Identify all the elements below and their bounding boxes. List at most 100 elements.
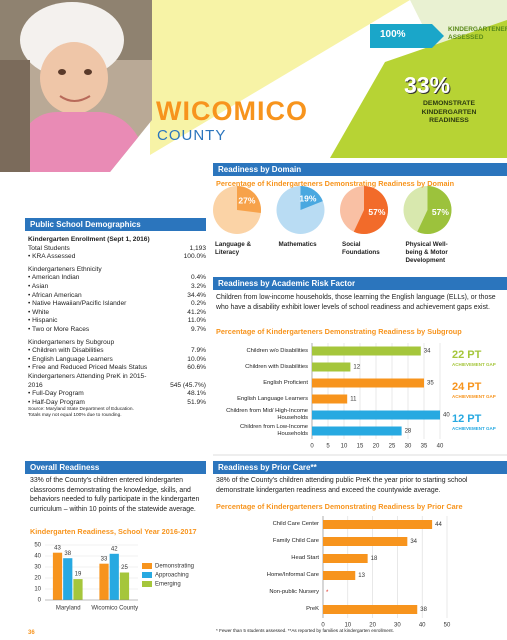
category-label: PreK <box>306 606 319 613</box>
x-tick-label: 30 <box>405 444 412 450</box>
chart-title: Kindergarten Readiness, School Year 2016… <box>30 527 197 536</box>
category-label: Home/Informal Care <box>266 572 319 579</box>
table-value: 48.1% <box>187 390 206 398</box>
table-label: • Children with Disabilities <box>28 347 104 355</box>
table-row: Kindergarteners Ethnicity <box>28 266 206 275</box>
demographics-table: Kindergarten Enrollment (Sept 1, 2016) To… <box>28 236 206 419</box>
table-value: 10.0% <box>187 355 206 363</box>
x-tick-label: Wicomico County <box>91 606 138 612</box>
section-text: 33% of the County's children entered kin… <box>30 477 200 513</box>
section-header: Public School Demographics <box>25 218 206 231</box>
pie-category-label: Physical Well-being & Motor Development <box>405 241 448 264</box>
bar <box>312 362 351 372</box>
county-name: WICOMICO <box>156 96 308 126</box>
value-label: 35 <box>427 381 434 387</box>
bar <box>323 571 356 580</box>
table-value: 9.7% <box>190 325 206 333</box>
table-row: • Half-Day Program 51.9% <box>28 399 206 408</box>
table-label: Total Students <box>28 244 70 252</box>
table-row: Total Students 1,193 <box>28 245 206 254</box>
pie-slice <box>300 186 323 210</box>
table-value: 0.4% <box>190 274 206 282</box>
table-label: • Half-Day Program <box>28 398 85 406</box>
assessed-arrow <box>370 24 444 48</box>
table-value: 0.2% <box>190 300 206 308</box>
x-tick-label: 30 <box>394 623 401 629</box>
table-row: Kindergarten Enrollment (Sept 1, 2016) <box>28 236 206 245</box>
pie-value-label: 27% <box>238 196 255 206</box>
value-label: 18 <box>371 556 378 562</box>
legend-swatch <box>142 572 152 578</box>
table-label: • Asian <box>28 282 49 290</box>
table-value: 3.2% <box>190 282 206 290</box>
value-label: 12 <box>353 365 360 371</box>
pie-value-label: 57% <box>432 207 449 217</box>
section-header: Readiness by Domain <box>213 163 507 176</box>
table-row: • Two or More Races 9.7% <box>28 326 206 335</box>
table-source: Source: Maryland State Department of Edu… <box>28 407 134 413</box>
banner-green <box>330 20 507 158</box>
gap-sublabel: ACHIEVEMENT GAP <box>452 362 496 367</box>
value-label: 42 <box>111 546 118 552</box>
bar <box>312 394 348 404</box>
pie-slice <box>417 186 452 234</box>
table-row: • Free and Reduced Priced Meals Status 60… <box>28 364 206 373</box>
pie-slice <box>353 186 388 234</box>
table-label: • Hispanic <box>28 317 58 325</box>
pie-category-label: Mathematics <box>278 241 317 248</box>
chart-title: Percentage of Kindergarteners Demonstrat… <box>216 502 463 511</box>
category-label: Children w/o Disabilities <box>246 347 308 354</box>
readiness-value: 33% <box>404 72 451 98</box>
gap-label: 24 PT <box>452 381 482 393</box>
value-label: 13 <box>358 573 365 579</box>
footnote: * Fewer than 5 students assessed. **As r… <box>216 628 394 633</box>
table-label: • Free and Reduced Priced Meals Status <box>28 364 148 372</box>
bar <box>323 537 408 546</box>
table-value: 545 (45.7%) <box>170 381 206 389</box>
table-label: • Full-Day Program <box>28 390 84 398</box>
table-value: 1,193 <box>189 244 206 252</box>
x-tick-label: 40 <box>437 444 444 450</box>
table-row: • Children with Disabilities 7.9% <box>28 347 206 356</box>
child-photo <box>0 0 152 172</box>
table-value: 34.4% <box>187 291 206 299</box>
assessed-value: 100% <box>380 29 406 40</box>
bar <box>323 554 368 563</box>
x-tick-label: 20 <box>369 623 376 629</box>
value-label: 44 <box>435 522 442 528</box>
category-label: Child Care Center <box>272 521 319 528</box>
bar <box>312 410 440 420</box>
bar <box>312 378 424 388</box>
table-label: • African American <box>28 291 82 299</box>
x-tick-label: 35 <box>421 444 428 450</box>
x-tick-label: 5 <box>326 444 330 450</box>
pie-value-label: 57% <box>368 207 385 217</box>
table-label: • White <box>28 308 49 316</box>
x-tick-label: 10 <box>341 444 348 450</box>
table-label: • American Indian <box>28 274 80 282</box>
bar <box>323 605 418 614</box>
table-row: • Hispanic 11.0% <box>28 317 206 326</box>
legend-label: Demonstrating <box>155 564 194 570</box>
y-tick-label: 30 <box>34 565 41 571</box>
value-label: 40 <box>443 413 450 419</box>
value-label: 34 <box>424 349 431 355</box>
table-label: Kindergarteners Attending PreK in 2015-2… <box>28 372 147 389</box>
y-tick-label: 20 <box>34 576 41 582</box>
pie-category-label: Social Foundations <box>342 241 380 256</box>
category-label: English Proficient <box>263 379 308 386</box>
value-label: 38 <box>64 551 71 557</box>
table-row: • Asian 3.2% <box>28 283 206 292</box>
table-value: 51.9% <box>187 398 206 406</box>
chart-title: Percentage of Kindergarteners Demonstrat… <box>216 327 462 336</box>
y-tick-label: 0 <box>38 598 42 604</box>
value-label: * <box>326 590 329 596</box>
table-row: Kindergarteners by Subgroup <box>28 339 206 348</box>
table-label: • KRA Assessed <box>28 253 76 261</box>
bar <box>312 426 402 436</box>
bar <box>109 553 119 600</box>
category-label: Non-public Nursery <box>269 589 319 596</box>
category-label: Children from Mid/ High-Income Household… <box>226 408 308 421</box>
x-tick-label: 40 <box>419 623 426 629</box>
